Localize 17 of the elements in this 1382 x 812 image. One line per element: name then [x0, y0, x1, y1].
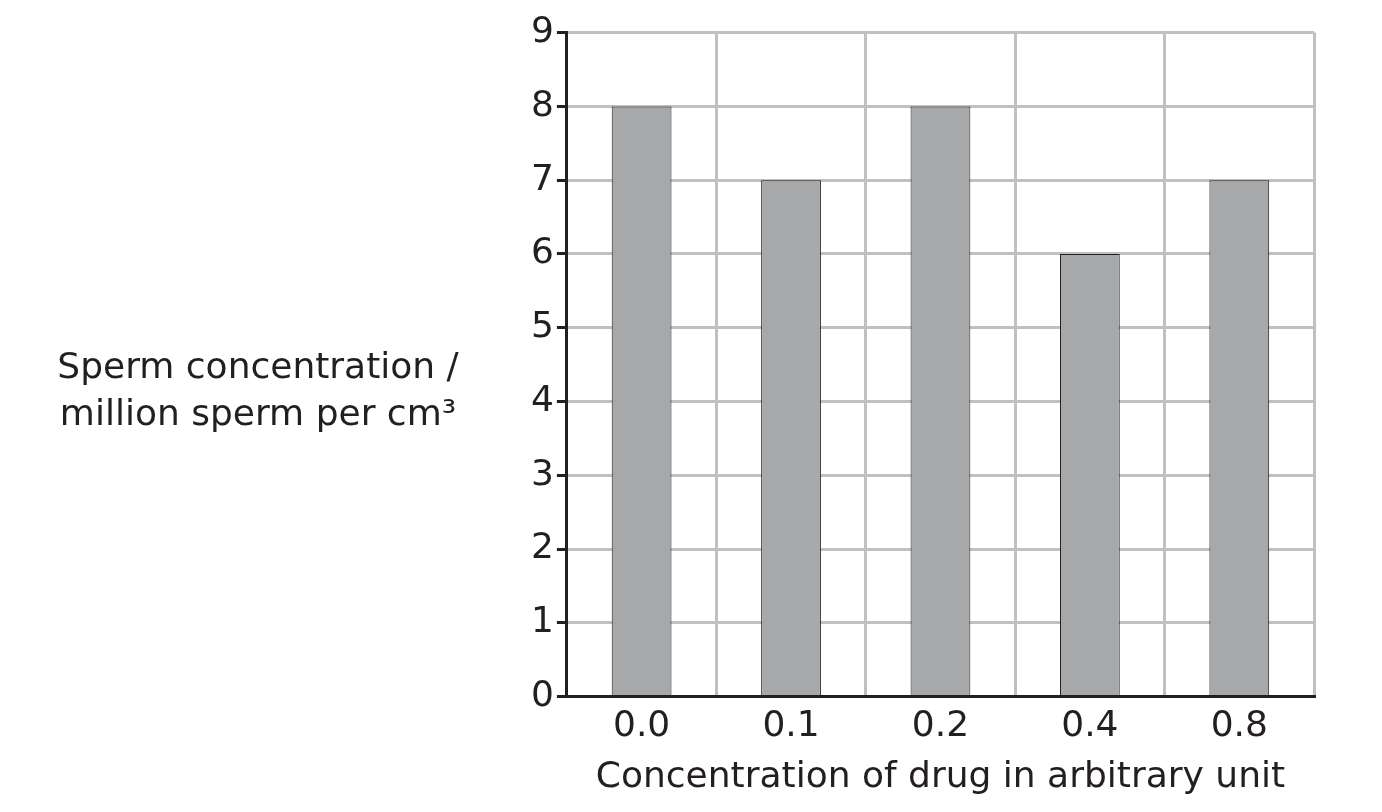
y-tick-label: 0 [531, 672, 554, 714]
x-tick-label: 0.1 [762, 702, 820, 744]
y-tick-label: 1 [531, 599, 554, 641]
y-tick-label: 3 [531, 451, 554, 493]
y-tick-label: 8 [531, 82, 554, 124]
y-tick-label: 4 [531, 377, 554, 419]
y-tick-label: 5 [531, 304, 554, 346]
x-tick-label: 0.0 [612, 702, 671, 744]
y-axis-title: Sperm concentration / million sperm per cm³ [56, 344, 460, 435]
x-tick-label: 0.4 [1061, 702, 1119, 744]
y-tick-label: 7 [531, 156, 554, 198]
x-tick-label: 0.8 [1210, 702, 1268, 744]
x-axis-title: Concentration of drug in arbitrary unit [595, 753, 1286, 795]
y-tick-label: 6 [531, 230, 554, 272]
y-tick-label: 9 [531, 8, 554, 50]
x-tick-label: 0.2 [911, 702, 970, 744]
y-tick-label: 2 [531, 525, 554, 567]
